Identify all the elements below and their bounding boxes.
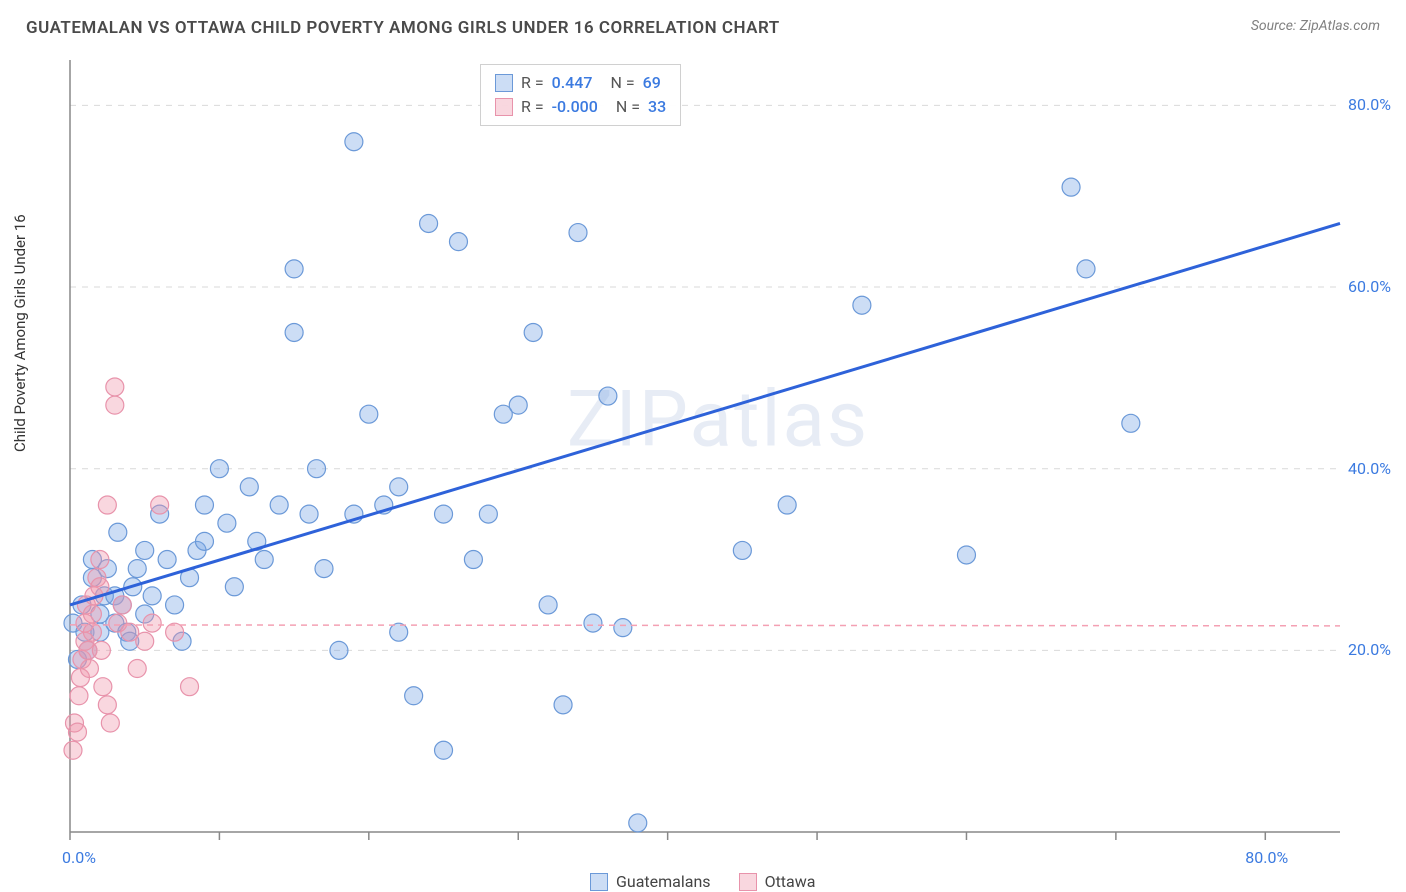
correlation-legend: R = 0.447 N = 69 R = -0.000 N = 33 [480,64,681,126]
legend-label-guatemalans: Guatemalans [616,872,711,891]
n-label: N = [610,71,634,95]
source-label: Source: ZipAtlas.com [1251,18,1380,34]
tick-label: 20.0% [1348,640,1391,659]
n-value-ottawa: 33 [648,95,666,119]
r-label: R = [521,71,544,95]
tick-label: 0.0% [62,848,96,867]
swatch-ottawa [739,873,757,891]
chart-title: GUATEMALAN VS OTTAWA CHILD POVERTY AMONG… [26,18,780,38]
tick-label: 80.0% [1348,95,1391,114]
scatter-plot [50,52,1386,892]
swatch-guatemalans [495,74,513,92]
n-label: N = [616,95,640,119]
tick-label: 40.0% [1348,459,1391,478]
series-legend: Guatemalans Ottawa [590,872,815,891]
r-value-ottawa: -0.000 [552,95,598,119]
r-value-guatemalans: 0.447 [552,71,593,95]
y-axis-label: Child Poverty Among Girls Under 16 [11,214,29,452]
r-label: R = [521,95,544,119]
legend-row-guatemalans: R = 0.447 N = 69 [495,71,666,95]
n-value-guatemalans: 69 [643,71,661,95]
tick-label: 60.0% [1348,277,1391,296]
legend-item-guatemalans: Guatemalans [590,872,711,891]
legend-row-ottawa: R = -0.000 N = 33 [495,95,666,119]
swatch-guatemalans [590,873,608,891]
legend-item-ottawa: Ottawa [739,872,816,891]
legend-label-ottawa: Ottawa [765,872,816,891]
chart-container: Child Poverty Among Girls Under 16 ZIPat… [50,52,1386,852]
swatch-ottawa [495,98,513,116]
tick-label: 80.0% [1245,848,1288,867]
